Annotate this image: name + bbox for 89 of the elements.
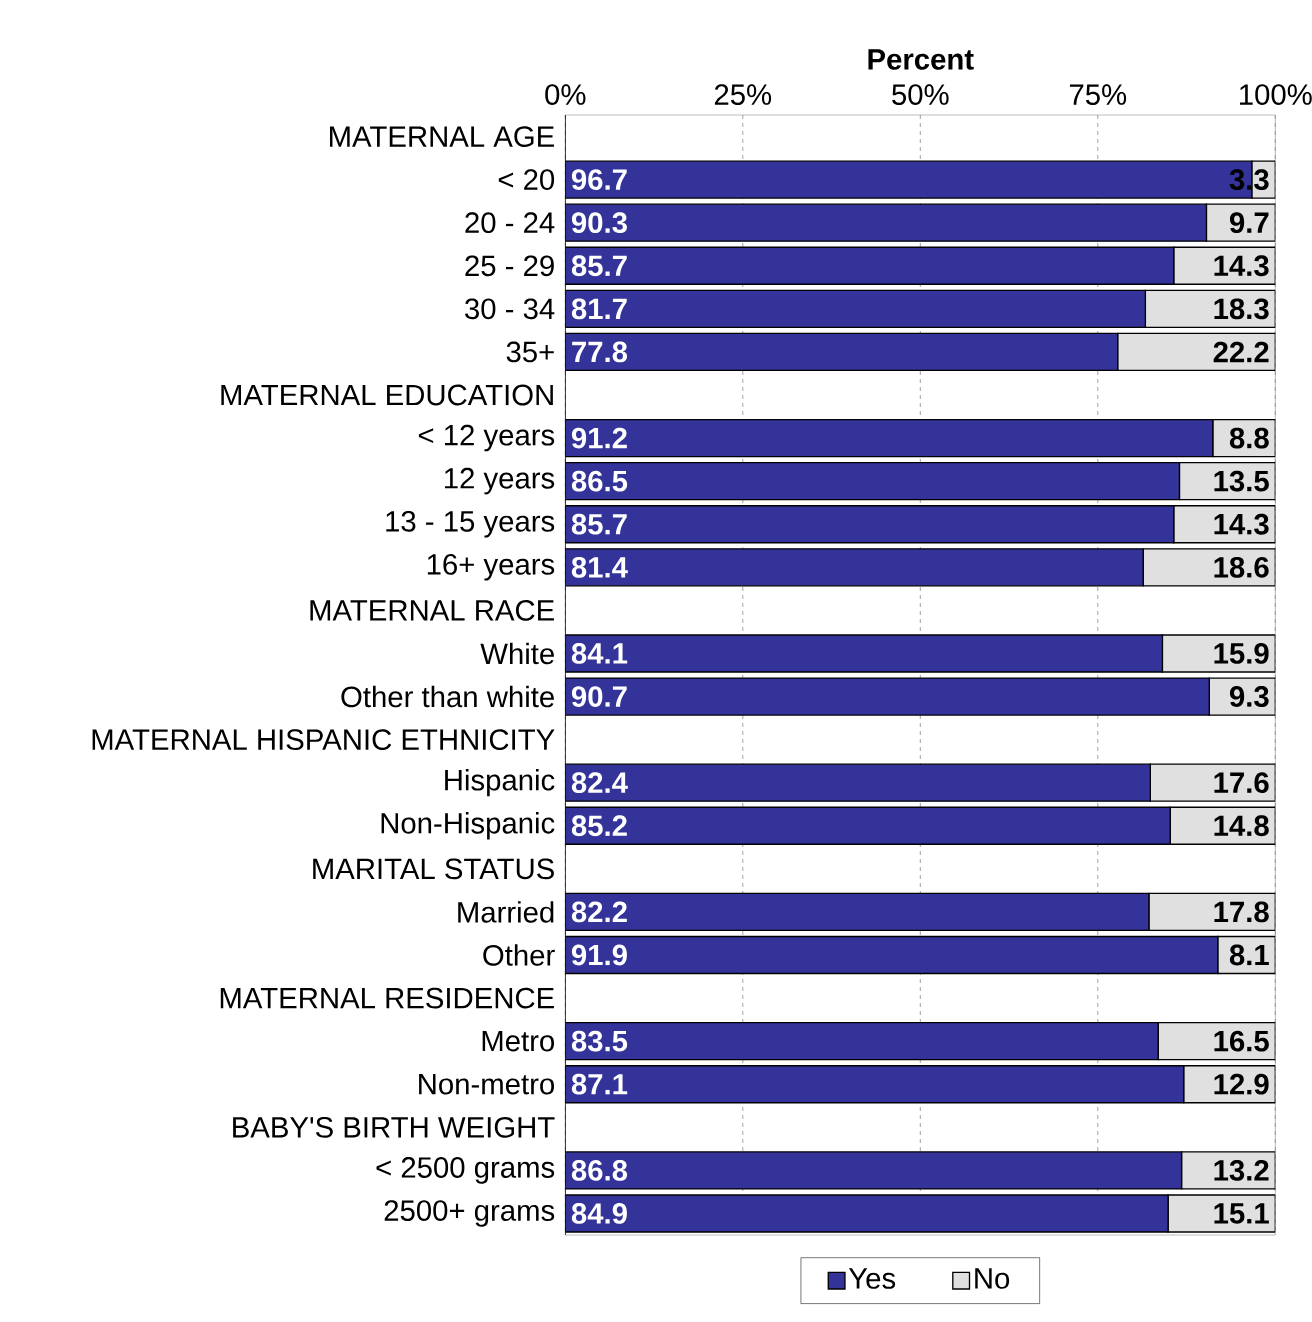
data-label: 91.9 bbox=[571, 944, 627, 966]
data-label: 17.6 bbox=[1214, 772, 1269, 794]
data-label: 9.7 bbox=[1229, 212, 1269, 234]
data-label: 12.9 bbox=[1214, 1073, 1269, 1095]
data-label: 14.8 bbox=[1214, 815, 1269, 837]
y-tick-label: < 20 bbox=[498, 169, 554, 191]
y-tick-label: MATERNAL EDUCATION bbox=[221, 384, 553, 406]
y-tick-label: Non-Hispanic bbox=[381, 812, 555, 840]
data-label: 17.8 bbox=[1214, 901, 1269, 923]
data-label: 9.3 bbox=[1229, 686, 1269, 707]
data-label: 85.2 bbox=[571, 815, 627, 837]
y-tick-label: 12 years bbox=[444, 467, 555, 495]
bar bbox=[565, 634, 1163, 673]
data-label: 13.5 bbox=[1214, 470, 1269, 492]
y-tick-label: < 2500 grams bbox=[376, 1157, 555, 1184]
data-label: 90.7 bbox=[571, 686, 627, 707]
data-label: 77.8 bbox=[572, 341, 627, 363]
x-tick-label: 100% bbox=[1239, 84, 1312, 105]
data-label: 82.2 bbox=[571, 901, 627, 923]
y-tick-label: Other bbox=[483, 944, 555, 966]
y-tick-label: 20 - 24 bbox=[465, 212, 555, 234]
data-label: 81.4 bbox=[571, 556, 628, 578]
y-tick-label: White bbox=[480, 642, 554, 665]
y-tick-label: MATERNAL AGE bbox=[329, 126, 554, 147]
y-tick-label: MATERNAL RESIDENCE bbox=[220, 987, 554, 1009]
bar bbox=[565, 935, 1219, 975]
bar bbox=[565, 548, 1144, 587]
data-label: 87.1 bbox=[571, 1073, 628, 1095]
data-label: 83.5 bbox=[571, 1030, 628, 1052]
data-label: 81.7 bbox=[571, 298, 627, 320]
data-label: 18.3 bbox=[1214, 298, 1269, 320]
x-tick-label: 0% bbox=[545, 84, 586, 105]
y-tick-label: BABY'S BIRTH WEIGHT bbox=[233, 1116, 555, 1138]
x-axis-title: Percent bbox=[868, 49, 974, 70]
y-tick-label: 25 - 29 bbox=[465, 255, 554, 277]
data-label: 22.2 bbox=[1213, 341, 1269, 363]
data-label: 15.1 bbox=[1214, 1203, 1269, 1224]
x-tick-label: 75% bbox=[1069, 84, 1126, 105]
data-label: 84.9 bbox=[571, 1203, 627, 1224]
data-label: 86.8 bbox=[571, 1159, 627, 1181]
bar bbox=[565, 1065, 1185, 1104]
y-tick-label: 2500+ grams bbox=[384, 1200, 555, 1227]
y-tick-label: Hispanic bbox=[445, 769, 555, 797]
data-label: 96.7 bbox=[571, 169, 627, 190]
y-tick-label: MATERNAL RACE bbox=[310, 600, 554, 621]
bar bbox=[565, 505, 1175, 544]
series-label: Yes bbox=[848, 1268, 895, 1289]
data-label: 91.2 bbox=[571, 427, 627, 449]
bar bbox=[565, 806, 1171, 845]
data-label: 14.3 bbox=[1214, 255, 1269, 277]
bar bbox=[565, 246, 1175, 285]
y-tick-label: 16+ years bbox=[427, 554, 555, 581]
y-tick-label: Non-metro bbox=[418, 1074, 554, 1095]
data-label: 14.3 bbox=[1214, 513, 1269, 535]
data-label: 16.5 bbox=[1214, 1030, 1269, 1052]
y-tick-label: Other than white bbox=[341, 685, 554, 708]
data-label: 86.5 bbox=[571, 470, 628, 492]
x-tick-label: 25% bbox=[714, 84, 771, 105]
bar bbox=[565, 1022, 1159, 1061]
bar bbox=[565, 203, 1207, 242]
bar bbox=[565, 461, 1180, 501]
legend-label: No bbox=[975, 1268, 1009, 1289]
data-label: 18.6 bbox=[1214, 556, 1269, 578]
data-label: 8.1 bbox=[1229, 944, 1269, 966]
y-tick-label: 35+ bbox=[506, 341, 554, 363]
bar bbox=[565, 1151, 1183, 1190]
data-label: 15.9 bbox=[1214, 643, 1269, 664]
y-tick-label: 30 - 34 bbox=[464, 298, 555, 320]
y-tick-label: < 12 years bbox=[418, 424, 555, 452]
y-tick-label: 13 - 15 years bbox=[386, 510, 555, 538]
bar bbox=[565, 1194, 1169, 1233]
data-label: 8.8 bbox=[1229, 427, 1269, 449]
bar bbox=[565, 418, 1214, 458]
data-label: 82.4 bbox=[571, 772, 628, 794]
data-label: 84.1 bbox=[571, 643, 628, 664]
bar bbox=[565, 892, 1150, 932]
y-tick-label: Married bbox=[458, 901, 554, 923]
data-label: 85.7 bbox=[571, 513, 627, 535]
y-tick-label: MATERNAL HISPANIC ETHNICITY bbox=[92, 729, 555, 751]
bar bbox=[565, 289, 1146, 329]
bar bbox=[565, 763, 1151, 802]
y-tick-label: Metro bbox=[482, 1030, 554, 1052]
y-tick-label: MARITAL STATUS bbox=[313, 858, 554, 880]
x-tick-label: 50% bbox=[891, 84, 949, 105]
data-label: 13.2 bbox=[1214, 1159, 1269, 1181]
bar bbox=[565, 332, 1119, 372]
data-label: 90.3 bbox=[571, 212, 627, 234]
bar bbox=[565, 677, 1210, 716]
data-label: 85.7 bbox=[571, 255, 627, 277]
